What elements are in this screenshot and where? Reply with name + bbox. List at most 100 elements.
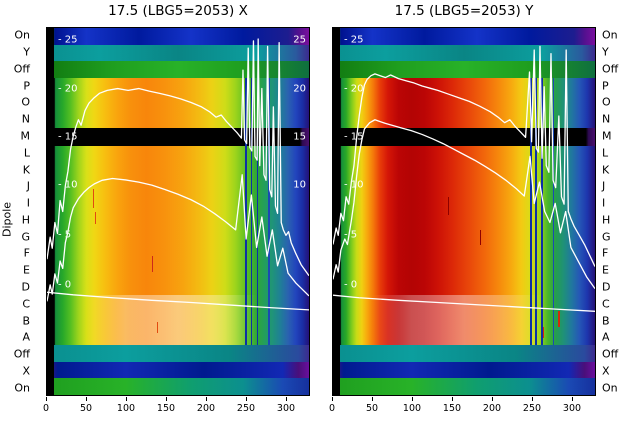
row-label: C (22, 297, 30, 311)
scale-label: 15 (293, 131, 306, 143)
vertical-stripe (535, 78, 537, 345)
row-label: L (23, 146, 30, 160)
row-label: N (602, 112, 611, 126)
heatmap-band (333, 378, 595, 395)
x-tick (126, 397, 127, 401)
vertical-stripe (333, 28, 341, 395)
heatmap-band (333, 361, 595, 379)
heatmap-band (333, 44, 595, 62)
overlay-curves (47, 28, 309, 395)
row-label: D (602, 280, 611, 294)
x-tick-label: 250 (236, 403, 256, 414)
heatmap-band (47, 344, 309, 362)
scale-label: - 15 (344, 131, 364, 143)
row-label: Off (602, 347, 619, 361)
x-tick-label: 150 (442, 403, 462, 414)
row-labels-right: On Y Off P O N M L K J I H G F E D C B A Off X On (601, 27, 639, 396)
row-label: M (20, 129, 31, 143)
vertical-stripe (47, 28, 55, 395)
row-label: On (14, 381, 30, 395)
x-tick (46, 397, 47, 401)
scale-label: - 25 (58, 34, 78, 46)
row-label: P (23, 79, 30, 93)
row-label: P (602, 79, 609, 93)
scale-label: - 20 (58, 83, 78, 95)
row-label: Off (13, 62, 30, 76)
anomaly-mark (542, 327, 544, 339)
row-label: K (22, 163, 30, 177)
row-label: B (22, 314, 30, 328)
x-tick (532, 397, 533, 401)
anomaly-mark (95, 211, 97, 225)
overlay-curves (333, 28, 595, 395)
anomaly-mark (92, 189, 94, 208)
x-tick (86, 397, 87, 401)
row-label: A (602, 330, 610, 344)
x-tick-label: 100 (116, 403, 136, 414)
row-label: I (602, 196, 606, 210)
row-label: I (26, 196, 30, 210)
row-label: F (602, 246, 609, 260)
row-label: C (602, 297, 610, 311)
x-axis-x: 0 50 100 150 200 250 300 (43, 396, 310, 422)
scale-label: - 20 (344, 83, 364, 95)
row-label: H (602, 213, 611, 227)
scale-label: - 10 (58, 179, 78, 191)
row-label: G (21, 230, 30, 244)
row-label: X (22, 364, 30, 378)
row-label: O (21, 95, 30, 109)
anomaly-mark (448, 196, 450, 216)
middle-curve (333, 120, 595, 289)
row-label: L (602, 146, 609, 160)
x-tick-label: 150 (156, 403, 176, 414)
x-tick (372, 397, 373, 401)
row-label: Y (23, 45, 30, 59)
scale-label: - 10 (344, 179, 364, 191)
row-label: M (602, 129, 612, 143)
x-tick (332, 397, 333, 401)
row-label: O (602, 95, 611, 109)
scale-label: 20 (293, 83, 306, 95)
row-label: J (602, 179, 606, 193)
heatmap-band (47, 378, 309, 395)
x-tick-label: 0 (328, 403, 336, 414)
x-tick-label: 50 (365, 403, 379, 414)
scale-label: - 25 (344, 34, 364, 46)
row-label: Off (13, 347, 30, 361)
vertical-stripe (256, 78, 259, 345)
heatmap-band (47, 294, 309, 345)
x-tick-label: 50 (79, 403, 93, 414)
vertical-stripe (268, 78, 270, 345)
heatmap-band (47, 128, 309, 147)
anomaly-mark (479, 229, 481, 245)
heatmap-y: - 25 - 20 - 15 - 10 - 5 - 0 (332, 27, 596, 396)
anomaly-mark (157, 321, 159, 333)
baseline-curve (47, 292, 309, 310)
scale-label: 25 (293, 34, 306, 46)
row-label: H (21, 213, 30, 227)
heatmap-band (47, 44, 309, 62)
vertical-stripe (541, 78, 543, 345)
x-tick-label: 300 (276, 403, 296, 414)
baseline-curve (333, 295, 595, 311)
scale-label: - 0 (58, 279, 72, 291)
row-label: D (21, 280, 30, 294)
row-label: E (23, 263, 30, 277)
upper-envelope (47, 39, 309, 276)
plot-title-x: 17.5 (LBG5=2053) X (108, 3, 248, 19)
row-label: Off (602, 62, 619, 76)
row-label: N (21, 112, 30, 126)
x-tick-label: 200 (196, 403, 216, 414)
row-label: X (602, 364, 610, 378)
row-label: K (602, 163, 610, 177)
heatmap-band (47, 361, 309, 379)
scale-label: - 5 (58, 229, 72, 241)
row-label: Y (602, 45, 609, 59)
plot-title-y: 17.5 (LBG5=2053) Y (394, 3, 534, 19)
x-tick-label: 200 (482, 403, 502, 414)
row-label: On (602, 28, 618, 42)
vertical-stripe (553, 78, 555, 345)
scale-label: - 5 (344, 229, 358, 241)
vertical-stripe (245, 78, 248, 345)
